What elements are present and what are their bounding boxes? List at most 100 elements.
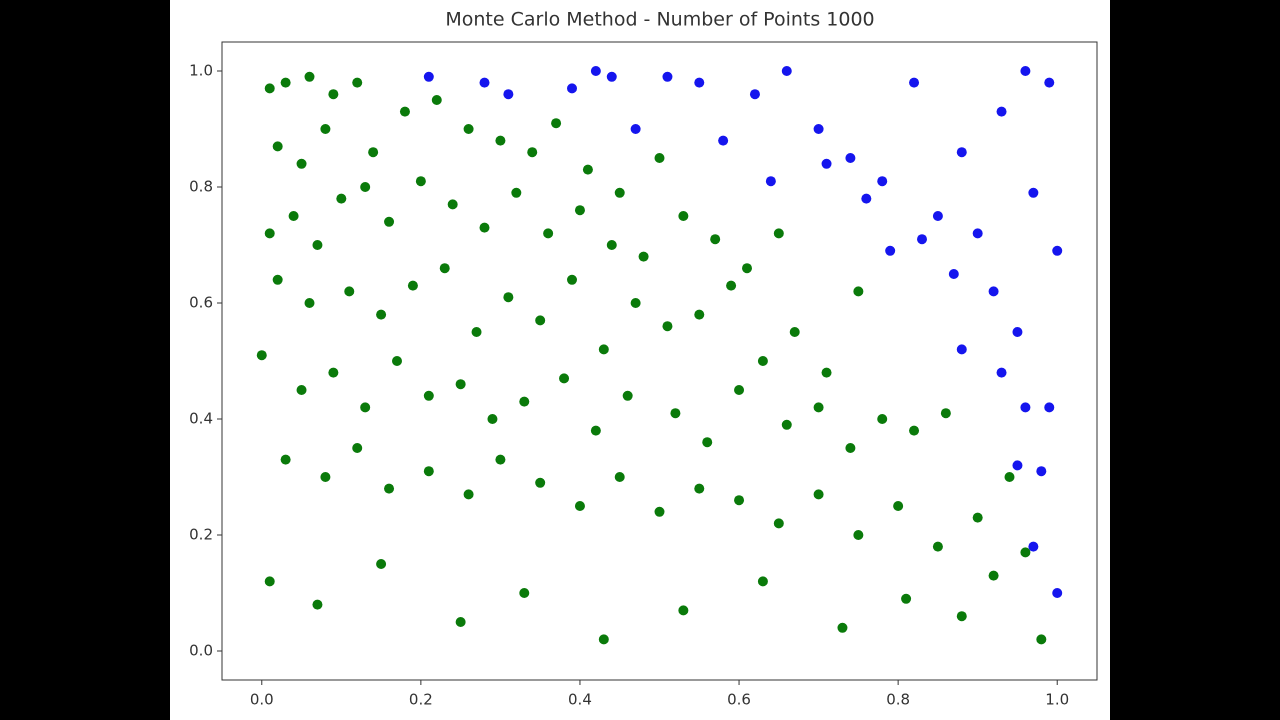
point bbox=[574, 501, 585, 511]
point bbox=[304, 71, 315, 82]
point bbox=[519, 396, 530, 407]
point bbox=[280, 77, 291, 88]
point bbox=[574, 205, 585, 216]
point bbox=[654, 153, 665, 163]
point bbox=[1020, 66, 1031, 76]
point bbox=[893, 501, 904, 511]
point bbox=[567, 83, 577, 94]
point bbox=[972, 228, 983, 239]
point bbox=[296, 385, 307, 395]
point bbox=[368, 147, 379, 158]
point bbox=[845, 443, 856, 453]
y-tick-label: 0.6 bbox=[189, 294, 213, 312]
point bbox=[503, 292, 514, 303]
point bbox=[718, 135, 729, 146]
point bbox=[749, 89, 760, 100]
point bbox=[765, 176, 776, 187]
point bbox=[622, 390, 633, 401]
point bbox=[1020, 547, 1031, 558]
canvas bbox=[170, 0, 1110, 720]
chart-title: Monte Carlo Method - Number of Points 10… bbox=[445, 9, 874, 31]
point bbox=[1028, 541, 1039, 552]
point bbox=[1012, 460, 1023, 471]
point bbox=[614, 472, 625, 482]
point bbox=[320, 472, 331, 482]
point bbox=[1044, 77, 1055, 88]
point bbox=[352, 443, 363, 453]
point bbox=[384, 483, 395, 494]
x-tick-label: 0.6 bbox=[727, 691, 751, 709]
point bbox=[1036, 466, 1047, 477]
point bbox=[877, 176, 888, 187]
point bbox=[988, 286, 999, 297]
point bbox=[384, 216, 395, 227]
point bbox=[948, 269, 959, 279]
point bbox=[590, 425, 601, 436]
y-tick-label: 1.0 bbox=[189, 62, 213, 80]
point bbox=[567, 274, 577, 285]
point bbox=[614, 187, 625, 198]
point bbox=[479, 77, 490, 88]
point bbox=[1004, 472, 1015, 482]
point bbox=[1036, 634, 1047, 645]
point bbox=[845, 153, 856, 163]
point bbox=[503, 89, 514, 100]
point bbox=[932, 211, 943, 221]
point bbox=[956, 147, 967, 158]
y-tick-label: 0.2 bbox=[189, 526, 213, 544]
point bbox=[360, 182, 371, 192]
point bbox=[877, 414, 888, 424]
point bbox=[312, 240, 323, 250]
point bbox=[535, 477, 546, 488]
point bbox=[320, 124, 331, 134]
point bbox=[726, 280, 737, 291]
point bbox=[606, 71, 617, 82]
point bbox=[304, 298, 315, 308]
point bbox=[638, 251, 649, 262]
point bbox=[956, 344, 967, 355]
point bbox=[399, 106, 410, 117]
point bbox=[479, 222, 490, 233]
point bbox=[1020, 402, 1031, 413]
point bbox=[447, 199, 458, 210]
point bbox=[495, 135, 506, 146]
point bbox=[392, 356, 402, 366]
point bbox=[853, 530, 864, 540]
point bbox=[813, 489, 824, 500]
point bbox=[551, 118, 562, 129]
y-tick-label: 0.4 bbox=[189, 410, 213, 428]
point bbox=[415, 176, 426, 187]
point bbox=[861, 193, 872, 204]
point bbox=[336, 193, 347, 204]
point bbox=[773, 518, 784, 529]
point bbox=[821, 367, 832, 378]
y-tick-label: 0.0 bbox=[189, 642, 213, 660]
point bbox=[463, 124, 474, 134]
point bbox=[781, 66, 792, 76]
point bbox=[590, 66, 601, 76]
point bbox=[630, 298, 641, 308]
point bbox=[734, 495, 745, 506]
point bbox=[376, 559, 387, 569]
point bbox=[757, 356, 768, 366]
point bbox=[1028, 187, 1039, 198]
point bbox=[606, 240, 617, 250]
point bbox=[996, 106, 1007, 117]
point bbox=[654, 506, 665, 517]
point bbox=[837, 622, 848, 633]
point bbox=[280, 454, 291, 465]
point bbox=[972, 512, 983, 523]
point bbox=[439, 263, 450, 274]
point bbox=[821, 158, 832, 169]
point bbox=[662, 71, 673, 82]
point bbox=[996, 367, 1007, 378]
point bbox=[423, 71, 434, 82]
x-tick-label: 0.8 bbox=[886, 691, 910, 709]
point bbox=[694, 483, 705, 494]
plot-frame bbox=[221, 41, 1098, 681]
point bbox=[264, 83, 275, 94]
point bbox=[471, 327, 482, 337]
point bbox=[742, 263, 752, 274]
point bbox=[694, 77, 705, 88]
point bbox=[431, 95, 442, 105]
